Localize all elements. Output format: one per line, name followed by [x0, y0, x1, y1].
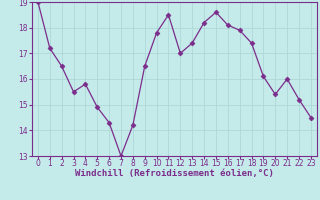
X-axis label: Windchill (Refroidissement éolien,°C): Windchill (Refroidissement éolien,°C)	[75, 169, 274, 178]
